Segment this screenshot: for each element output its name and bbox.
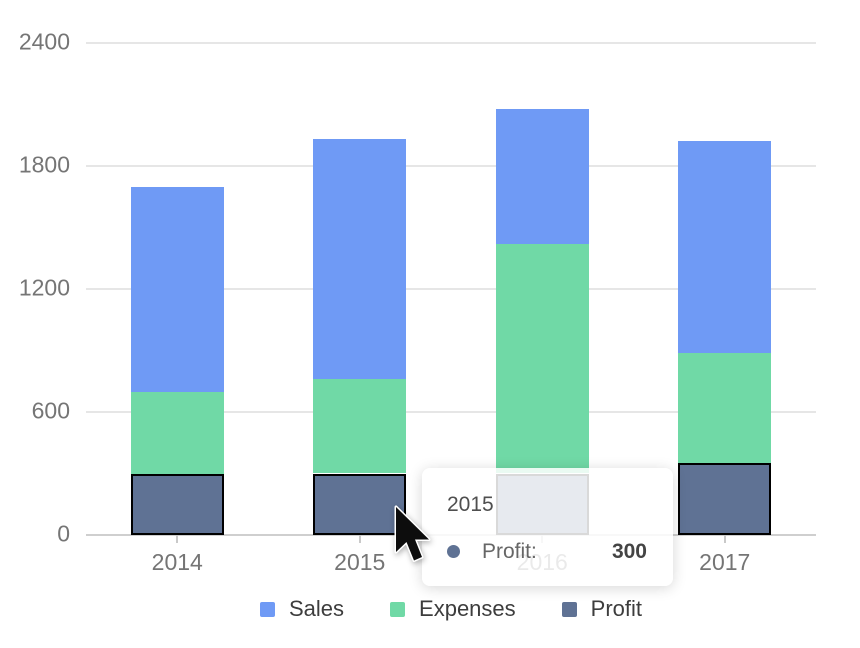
x-axis-tick-2014: [176, 535, 179, 543]
gridline-600: [86, 411, 816, 413]
bar-expenses-2014[interactable]: [130, 391, 224, 474]
tooltip-row: Profit: 300: [447, 541, 647, 562]
x-axis-label-2014: 2014: [151, 549, 203, 575]
x-axis-label-2015: 2015: [334, 549, 386, 575]
tooltip-series-label: Profit:: [482, 540, 537, 563]
bar-sales-2017[interactable]: [678, 141, 772, 353]
legend-label-sales: Sales: [288, 596, 345, 621]
bar-sales-2016[interactable]: [495, 108, 589, 244]
tooltip-title: 2015: [447, 493, 494, 516]
bar-sales-2015[interactable]: [313, 139, 407, 380]
gridline-2400: [86, 42, 816, 44]
bar-profit-2014[interactable]: [130, 473, 224, 535]
legend-swatch-expenses-icon: [390, 601, 406, 617]
legend-label-expenses: Expenses: [419, 596, 516, 621]
y-axis-label-0: 0: [57, 520, 70, 547]
x-axis-label-2017: 2017: [699, 549, 751, 575]
y-axis-label-2400: 2400: [18, 28, 70, 55]
bar-expenses-2017[interactable]: [678, 352, 772, 464]
chart-tooltip: 2015 Profit: 300: [422, 468, 673, 586]
mouse-cursor-icon: [394, 505, 431, 562]
legend-item-profit[interactable]: Profit: [561, 596, 643, 621]
y-axis-label-1200: 1200: [18, 274, 70, 301]
gridline-1200: [86, 288, 816, 290]
x-axis-tick-2017: [723, 535, 726, 543]
bar-expenses-2015[interactable]: [313, 379, 407, 474]
chart-legend: Sales Expenses Profit: [86, 598, 816, 620]
tooltip-value: 300: [611, 540, 647, 563]
profit-series-marker-icon: [447, 545, 460, 558]
legend-item-expenses[interactable]: Expenses: [390, 598, 516, 620]
gridline-1800: [86, 165, 816, 167]
bar-expenses-2016[interactable]: [495, 243, 589, 474]
y-axis-label-1800: 1800: [18, 151, 70, 178]
bar-profit-2017[interactable]: [678, 463, 772, 535]
legend-item-sales[interactable]: Sales: [259, 596, 345, 621]
legend-swatch-sales-icon: [259, 601, 275, 617]
bar-sales-2014[interactable]: [130, 186, 224, 392]
legend-label-profit: Profit: [590, 596, 643, 621]
x-axis-tick-2015: [358, 535, 361, 543]
y-axis-label-600: 600: [31, 397, 70, 424]
bar-profit-2015[interactable]: [313, 473, 407, 535]
legend-swatch-profit-icon: [561, 601, 577, 617]
